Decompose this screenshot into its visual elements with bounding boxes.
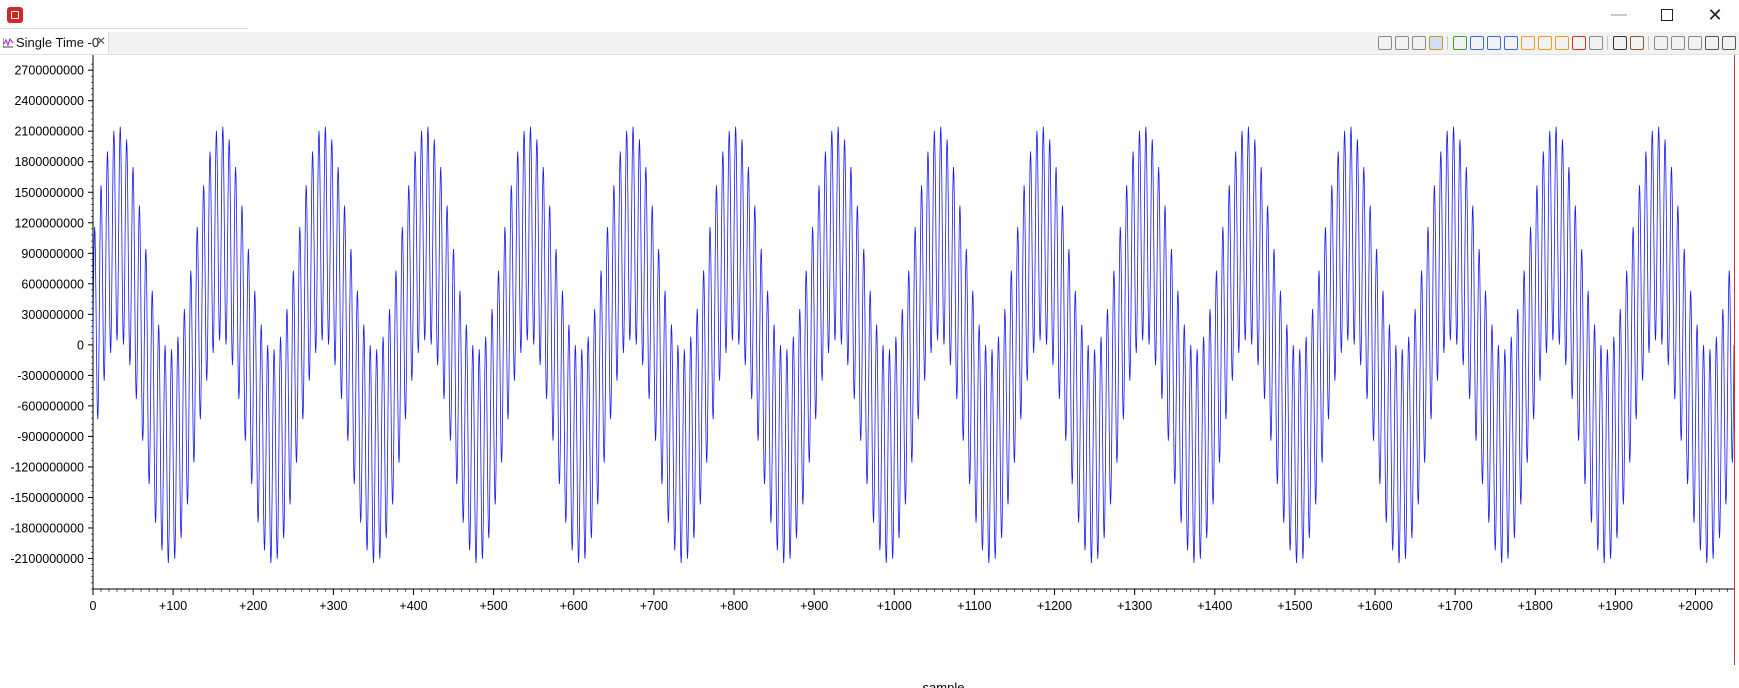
- y-tick-label: -900000000: [17, 430, 84, 444]
- tab-single-time[interactable]: Single Time -0 ✕: [0, 32, 109, 54]
- y-tick-label: 1800000000: [14, 155, 84, 169]
- y-tick-label: -600000000: [17, 399, 84, 413]
- y-tick-label: -1800000000: [10, 521, 84, 535]
- x-tick-label: +600: [560, 599, 588, 613]
- minimize-view-icon[interactable]: [1704, 36, 1719, 50]
- x-tick-label: +1500: [1277, 599, 1312, 613]
- x-tick-label: +1900: [1598, 599, 1633, 613]
- measure-icon[interactable]: [1520, 36, 1535, 50]
- refresh-icon[interactable]: [1452, 36, 1467, 50]
- x-tick-label: 0: [90, 599, 97, 613]
- cursor-icon[interactable]: [1537, 36, 1552, 50]
- marker-icon[interactable]: [1554, 36, 1569, 50]
- x-tick-label: +1400: [1197, 599, 1232, 613]
- toolbar-separator: [1447, 36, 1448, 50]
- delete-marker-icon[interactable]: [1571, 36, 1586, 50]
- x-tick-label: +1100: [957, 599, 991, 613]
- minimize-icon[interactable]: —: [1611, 6, 1627, 23]
- y-tick-label: 300000000: [21, 308, 84, 322]
- zoom-in-icon[interactable]: [1469, 36, 1484, 50]
- view-tabbar: Single Time -0 ✕: [0, 32, 1739, 55]
- y-tick-label: 900000000: [21, 247, 84, 261]
- time-domain-plot[interactable]: 2700000000 2400000000 2100000000 1800000000…: [0, 55, 1739, 688]
- x-axis-label: sample: [923, 680, 965, 688]
- snapshot-icon[interactable]: [1653, 36, 1668, 50]
- y-tick-label: 2400000000: [14, 94, 84, 108]
- reset-graph-icon[interactable]: [1377, 36, 1392, 50]
- y-tick-label: 1200000000: [14, 216, 84, 230]
- properties-icon[interactable]: [1411, 36, 1426, 50]
- x-axis: 0 +100 +200 +300 +400 +500 +600 +700 +800 +900 +10…: [90, 588, 1734, 613]
- x-tick-label: +200: [239, 599, 267, 613]
- x-tick-label: +1600: [1357, 599, 1392, 613]
- series-line-0: [92, 126, 1735, 564]
- y-axis: 2700000000 2400000000 2100000000 1800000000…: [10, 55, 94, 590]
- y-tick-label: -2100000000: [10, 552, 84, 566]
- view-icon[interactable]: [1670, 36, 1685, 50]
- x-tick-label: +900: [800, 599, 828, 613]
- maximize-icon[interactable]: [1652, 4, 1682, 26]
- y-tick-label: -1500000000: [10, 491, 84, 505]
- plot-right-edge: [1734, 55, 1735, 665]
- step-icon[interactable]: [1629, 36, 1644, 50]
- close-icon[interactable]: ✕: [1707, 5, 1723, 25]
- x-tick-label: +700: [640, 599, 668, 613]
- x-tick-label: +100: [159, 599, 187, 613]
- graph-toolbar: [1376, 34, 1737, 52]
- titlebar-divider: [0, 28, 248, 29]
- zoom-out-icon[interactable]: [1486, 36, 1501, 50]
- graph-icon: [3, 37, 14, 48]
- y-tick-label: 600000000: [21, 277, 84, 291]
- display-options-icon[interactable]: [1428, 36, 1443, 50]
- x-tick-label: +500: [480, 599, 508, 613]
- y-tick-label: 2700000000: [14, 64, 84, 78]
- y-tick-label: 0: [77, 338, 84, 352]
- toolbar-separator: [1648, 36, 1649, 50]
- x-tick-label: +300: [319, 599, 347, 613]
- toolbar-separator: [1607, 36, 1608, 50]
- x-tick-label: +1200: [1037, 599, 1072, 613]
- x-tick-label: +1800: [1518, 599, 1553, 613]
- menu-icon[interactable]: [1687, 36, 1702, 50]
- maximize-view-icon[interactable]: [1721, 36, 1736, 50]
- x-tick-label: +2000: [1678, 599, 1713, 613]
- x-tick-label: +1700: [1438, 599, 1473, 613]
- remove-all-icon[interactable]: [1394, 36, 1409, 50]
- export-icon[interactable]: [1588, 36, 1603, 50]
- ccs-cube-icon: [7, 7, 23, 23]
- zoom-reset-icon[interactable]: [1503, 36, 1518, 50]
- tab-label: Single Time -0: [16, 35, 100, 50]
- x-tick-label: +1000: [877, 599, 912, 613]
- x-tick-label: +800: [720, 599, 748, 613]
- x-tick-label: +1300: [1117, 599, 1152, 613]
- y-tick-label: -1200000000: [10, 460, 84, 474]
- tab-close-icon[interactable]: ✕: [96, 34, 107, 48]
- x-tick-label: +400: [399, 599, 427, 613]
- home-icon[interactable]: [1612, 36, 1627, 50]
- y-tick-label: 1500000000: [14, 186, 84, 200]
- y-tick-label: -300000000: [17, 369, 84, 383]
- window-titlebar: — ✕: [0, 0, 1739, 28]
- y-tick-label: 2100000000: [14, 125, 84, 139]
